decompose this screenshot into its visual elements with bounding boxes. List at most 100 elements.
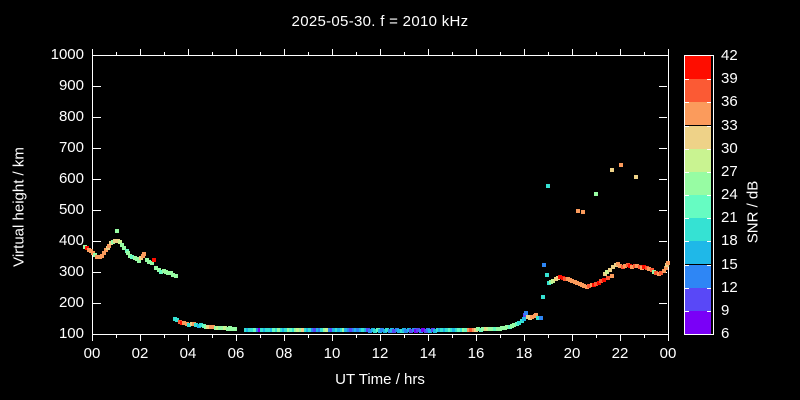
data-point [523, 313, 528, 318]
data-point [296, 328, 301, 333]
data-point [175, 318, 180, 323]
data-point [253, 328, 258, 333]
data-point [272, 328, 277, 333]
data-point [616, 261, 621, 266]
colorbar-tick-label: 24 [721, 186, 738, 203]
colorbar-tick [685, 102, 689, 104]
colorbar-tick-label: 36 [721, 93, 738, 111]
data-point [358, 328, 363, 333]
data-point [370, 328, 375, 333]
colorbar-tick-right [707, 125, 711, 127]
data-point [166, 270, 171, 275]
data-point [483, 327, 488, 332]
data-point [223, 326, 228, 331]
data-point [471, 327, 476, 332]
y-axis-tick-right [659, 303, 667, 304]
x-axis-tick-top [572, 49, 573, 55]
colorbar-tick-right [707, 310, 711, 312]
data-point [481, 327, 486, 332]
data-point [540, 295, 545, 300]
data-point [478, 327, 483, 332]
colorbar-tick-label: 27 [721, 162, 738, 180]
data-point [255, 327, 260, 332]
data-point [100, 253, 105, 258]
data-point [298, 327, 303, 332]
data-point [225, 326, 230, 331]
data-point [270, 327, 274, 332]
data-point [201, 324, 206, 329]
data-point [442, 327, 447, 332]
data-point [187, 322, 192, 327]
y-tick-label: 500 [58, 201, 84, 218]
data-point [277, 328, 282, 333]
x-tick-label: 04 [179, 345, 197, 362]
colorbar-segment [685, 195, 711, 219]
data-point [334, 327, 339, 332]
data-point [659, 270, 664, 275]
x-tick-label: 22 [611, 345, 629, 362]
colorbar-segment [685, 79, 711, 103]
data-point [399, 328, 404, 333]
x-tick-label: 12 [371, 345, 389, 362]
y-axis-tick [93, 117, 101, 118]
data-point [284, 327, 289, 332]
data-point [604, 270, 609, 274]
data-point [426, 328, 430, 333]
data-point [411, 328, 416, 333]
data-point [88, 248, 93, 253]
data-point [161, 269, 166, 274]
y-axis-tick [93, 210, 101, 211]
data-point [558, 275, 563, 280]
data-point [97, 255, 102, 260]
data-point [325, 327, 330, 332]
data-point [216, 326, 220, 331]
colorbar-tick [685, 241, 689, 243]
colorbar-tick [685, 79, 689, 81]
data-point [315, 328, 320, 333]
data-point [546, 183, 550, 188]
x-axis-tick-top [500, 52, 501, 55]
data-point [117, 240, 122, 245]
data-point [423, 328, 428, 333]
data-point [433, 328, 438, 333]
data-point [580, 210, 585, 215]
data-point [342, 328, 346, 333]
x-axis-tick-top [668, 49, 669, 55]
data-point [286, 328, 291, 333]
x-axis-tick-top [260, 52, 261, 55]
colorbar-segment [685, 171, 711, 195]
data-point [644, 265, 649, 270]
data-point [563, 276, 568, 281]
data-point [642, 264, 647, 269]
data-point [250, 327, 255, 332]
data-point [265, 327, 270, 332]
x-axis-tick [260, 335, 261, 338]
y-axis-tick [93, 179, 101, 180]
data-point [568, 278, 573, 283]
data-point [409, 328, 414, 333]
data-point [577, 282, 582, 287]
y-axis-tick [93, 55, 101, 56]
data-point [654, 270, 659, 275]
x-axis-tick [548, 335, 549, 338]
data-point [149, 260, 154, 265]
data-point [368, 328, 373, 333]
y-axis-tick [93, 334, 101, 335]
data-point [105, 246, 110, 251]
data-point [594, 281, 599, 286]
data-point [528, 315, 532, 320]
x-axis-tick-top [116, 52, 117, 55]
data-point [258, 328, 262, 333]
data-point [246, 327, 250, 332]
data-point [462, 327, 466, 332]
data-point [142, 251, 147, 256]
x-axis-tick [572, 335, 573, 341]
data-point [620, 265, 625, 270]
data-point [421, 328, 426, 333]
data-point [122, 245, 127, 250]
colorbar-tick [685, 264, 689, 266]
data-point [196, 323, 201, 328]
x-axis-tick-top [356, 52, 357, 55]
data-point [310, 327, 315, 332]
